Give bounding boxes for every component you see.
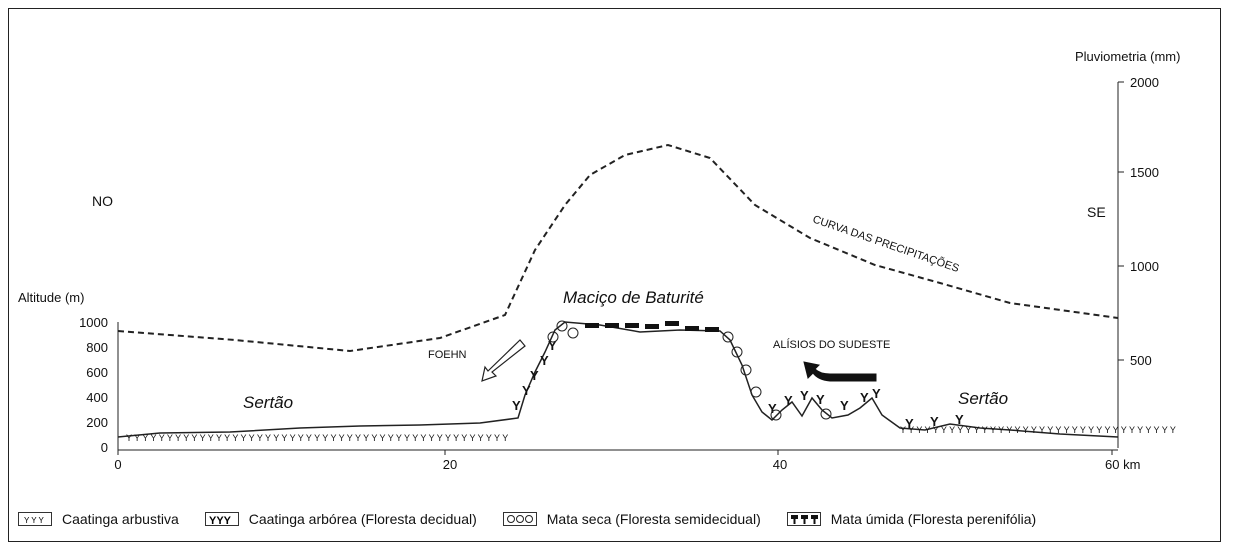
pluviometry-axis: Pluviometria (mm) 2000 1500 1000 500 — [1075, 49, 1180, 448]
distance-tick-0: 0 — [114, 457, 121, 472]
precipitation-curve-label: CURVA DAS PRECIPITAÇÕES — [811, 213, 961, 275]
pluvio-tick-1000: 1000 — [1130, 259, 1159, 274]
altitude-tick-600: 600 — [86, 365, 108, 380]
altitude-axis-label: Altitude (m) — [18, 290, 84, 305]
legend-label: Mata seca (Floresta semidecidual) — [546, 511, 761, 527]
svg-text:Y: Y — [930, 414, 939, 429]
distance-tick-40: 40 — [773, 457, 787, 472]
legend-label: Mata úmida (Floresta perenifólia) — [830, 511, 1037, 527]
svg-text:Y: Y — [816, 392, 825, 407]
precipitation-curve — [117, 143, 1119, 353]
foehn-label: FOEHN — [428, 349, 467, 361]
terrain-profile — [117, 321, 1119, 438]
caatinga-arborea-marks: YYY YY YY Y Y YY YY Y Y — [512, 338, 964, 431]
diagram-frame — [8, 8, 1221, 542]
pluviometry-axis-label: Pluviometria (mm) — [1075, 49, 1180, 64]
svg-text:Y Y Y: Y Y Y — [24, 516, 45, 525]
svg-text:Y: Y — [530, 368, 539, 383]
svg-text:Y: Y — [768, 401, 777, 416]
svg-text:YYY: YYY — [209, 515, 232, 525]
altitude-tick-1000: 1000 — [79, 315, 108, 330]
sertao-left-label: Sertão — [243, 393, 293, 412]
mata-umida-marks — [585, 321, 719, 332]
legend-item-caatinga-arbustiva: Y Y Y Caatinga arbustiva — [18, 511, 179, 527]
altitude-tick-400: 400 — [86, 390, 108, 405]
altitude-axis: Altitude (m) 1000 800 600 400 200 0 — [18, 290, 119, 455]
massif-label: Maciço de Baturité — [563, 288, 704, 307]
alisios-arrow-icon — [803, 361, 877, 382]
legend: Y Y Y Caatinga arbustiva YYY Caatinga ar… — [18, 506, 1213, 532]
svg-text:Y: Y — [955, 412, 964, 427]
se-label: SE — [1087, 204, 1106, 220]
legend-item-mata-seca: Mata seca (Floresta semidecidual) — [502, 511, 761, 527]
foehn-arrow-icon — [481, 339, 526, 382]
altitude-tick-200: 200 — [86, 415, 108, 430]
pluvio-tick-2000: 2000 — [1130, 75, 1159, 90]
sertao-right-label: Sertão — [958, 389, 1008, 408]
altitude-tick-0: 0 — [101, 440, 108, 455]
legend-label: Caatinga arbustiva — [62, 511, 179, 527]
svg-text:Y: Y — [522, 383, 531, 398]
svg-text:Y Y Y Y Y Y Y Y Y Y Y Y Y Y Y: Y Y Y Y Y Y Y Y Y Y Y Y Y Y Y Y Y Y Y Y … — [126, 433, 508, 443]
altitude-tick-800: 800 — [86, 340, 108, 355]
alisios-label: ALÍSIOS DO SUDESTE — [773, 338, 890, 351]
shrub-caatinga-icon: Y Y Y — [18, 512, 52, 526]
svg-text:Y: Y — [548, 338, 557, 353]
legend-item-caatinga-arborea: YYY Caatinga arbórea (Floresta decidual) — [204, 511, 477, 527]
pluvio-tick-500: 500 — [1130, 353, 1152, 368]
distance-tick-60: 60 km — [1105, 457, 1140, 472]
distance-axis: 0 20 40 60 km — [114, 449, 1140, 472]
svg-text:Y: Y — [840, 398, 849, 413]
svg-text:Y: Y — [800, 388, 809, 403]
svg-text:Y: Y — [860, 390, 869, 405]
svg-text:Y: Y — [540, 353, 549, 368]
caatinga-arbustiva-marks: Y Y Y Y Y Y Y Y Y Y Y Y Y Y Y Y Y Y Y Y … — [126, 425, 1176, 443]
legend-label: Caatinga arbórea (Floresta decidual) — [248, 511, 477, 527]
svg-text:Y Y Y Y Y Y Y Y Y Y Y Y Y Y Y: Y Y Y Y Y Y Y Y Y Y Y Y Y Y Y Y Y Y Y Y … — [900, 425, 1176, 435]
pluvio-tick-1500: 1500 — [1130, 165, 1159, 180]
dry-forest-icon — [502, 512, 537, 526]
no-label: NO — [92, 193, 113, 209]
humid-forest-icon — [786, 512, 821, 526]
svg-text:Y: Y — [872, 386, 881, 401]
distance-tick-20: 20 — [443, 457, 457, 472]
svg-text:Y: Y — [784, 393, 793, 408]
legend-item-mata-umida: Mata úmida (Floresta perenifólia) — [786, 511, 1037, 527]
svg-text:Y: Y — [905, 416, 914, 431]
tree-caatinga-icon: YYY — [204, 512, 239, 526]
mata-seca-marks — [547, 320, 832, 421]
svg-text:Y: Y — [512, 398, 521, 413]
